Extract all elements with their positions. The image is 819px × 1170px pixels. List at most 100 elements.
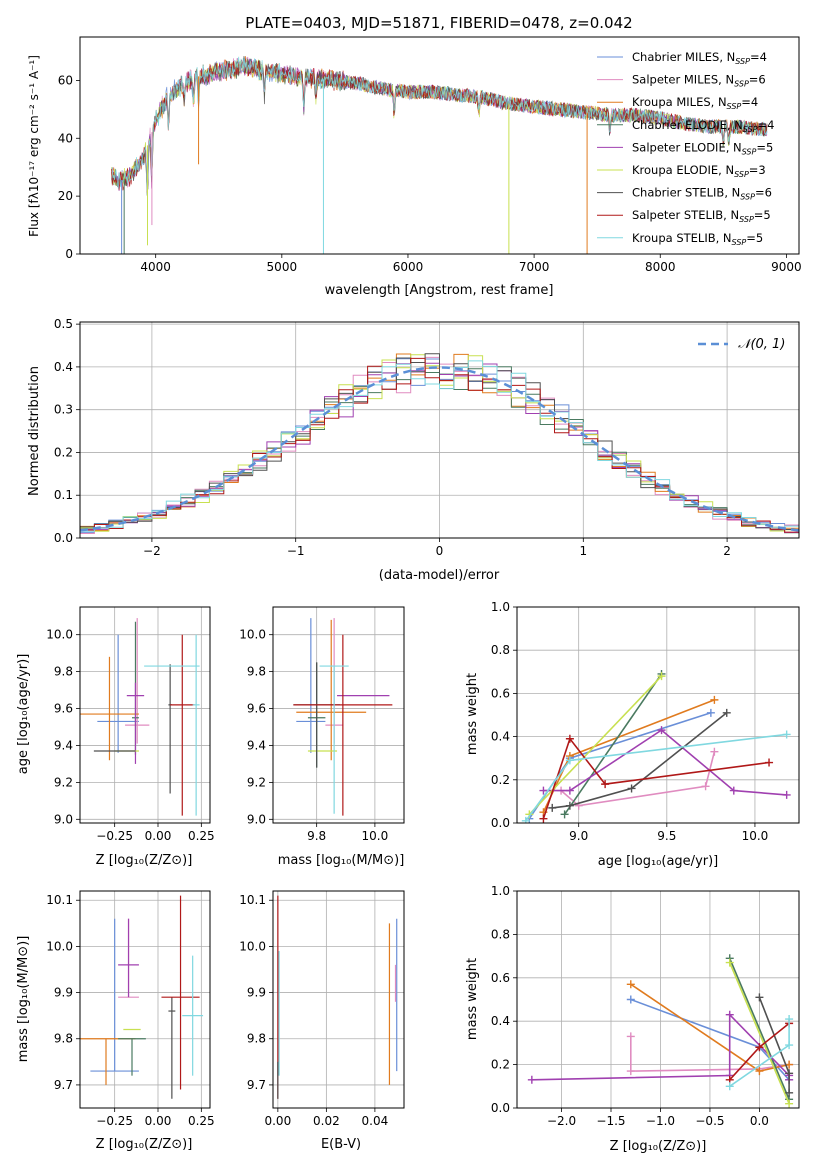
x-tick-label: 1 — [579, 544, 587, 558]
weight-vs-age-plot-area: 9.0 9.5 10.0 0.0 0.2 0.4 0.6 0.8 1.0 — [491, 600, 800, 843]
weight-series-line — [552, 712, 728, 809]
weight-vs-age-xlabel: age [log₁₀(age/yr)] — [598, 854, 719, 869]
y-tick-label: 9.8 — [247, 665, 266, 679]
axes-frame — [272, 606, 405, 824]
age-vs-mass-xlabel: mass [log₁₀(M/M⊙)] — [278, 853, 405, 868]
y-tick-label: 0.4 — [54, 360, 73, 374]
x-tick-label: 7000 — [519, 260, 550, 274]
mass-vs-Z-plot-area: −0.25 0.00 0.25 9.7 9.8 9.9 10.0 10.1 — [46, 890, 215, 1128]
y-tick-label: 0.4 — [491, 730, 510, 744]
weight-point-marker — [725, 1082, 734, 1091]
x-tick-label: 0.25 — [188, 829, 215, 843]
x-tick-label: 10.0 — [362, 829, 389, 843]
x-tick-label: 0.0 — [750, 1114, 769, 1128]
mass-vs-ebv-plot-area: 0.00 0.02 0.04 9.7 9.8 9.9 10.0 10.1 — [239, 890, 405, 1128]
legend-label: Chabrier MILES, NSSP=4 — [632, 50, 767, 66]
y-tick-label: 0.0 — [54, 531, 73, 545]
y-tick-label: 10.0 — [239, 628, 266, 642]
y-tick-label: 1.0 — [491, 600, 510, 614]
y-tick-label: 9.6 — [247, 702, 266, 716]
y-tick-label: 60 — [58, 73, 73, 87]
legend-label: Chabrier STELIB, NSSP=6 — [632, 186, 772, 202]
spectrum-plot-area: 4000 5000 6000 7000 8000 9000 0 20 40 60 Chabrier … — [58, 36, 802, 274]
legend-label: Salpeter ELODIE, NSSP=5 — [632, 140, 773, 156]
y-tick-label: 0.0 — [491, 1101, 510, 1115]
weight-point-marker — [565, 786, 574, 795]
weight-point-marker — [782, 790, 791, 799]
errorbars — [80, 895, 204, 1099]
y-tick-label: 0.8 — [491, 643, 510, 657]
y-tick-label: 9.0 — [54, 812, 73, 826]
weight-point-marker — [627, 784, 636, 793]
weight-point-marker — [755, 993, 764, 1002]
axes-frame — [79, 606, 211, 824]
x-tick-label: −2 — [143, 544, 161, 558]
age-vs-Z-panel: −0.25 0.00 0.25 9.0 9.2 9.4 9.6 9.8 10.0 Z [log₁… — [16, 606, 215, 868]
weight-point-marker — [729, 786, 738, 795]
weight-point-marker — [527, 1075, 536, 1084]
weight-point-marker — [765, 758, 774, 767]
y-tick-label: 9.2 — [247, 775, 266, 789]
errorbars — [80, 618, 200, 816]
weight-vs-Z-plot-area: −2.0 −1.5 −1.0 −0.5 0.0 0.0 0.2 0.4 0.6 0.8 1.0 — [491, 884, 800, 1128]
weight-point-marker — [785, 1015, 794, 1024]
x-tick-label: −1.5 — [596, 1114, 625, 1128]
x-tick-label: 4000 — [140, 260, 171, 274]
weight-vs-Z-ylabel: mass weight — [465, 958, 480, 1040]
residual-ylabel: Normed distribution — [27, 366, 42, 496]
age-vs-Z-ylabel: age [log₁₀(age/yr)] — [16, 654, 31, 775]
weight-series-line — [728, 962, 790, 1105]
y-tick-label: 9.7 — [54, 1078, 73, 1092]
y-tick-label: 9.9 — [54, 986, 73, 1000]
weight-point-marker — [785, 1041, 794, 1050]
y-tick-label: 1.0 — [491, 884, 510, 898]
y-tick-label: 0.2 — [54, 445, 73, 459]
weight-series-line — [528, 675, 663, 815]
y-tick-label: 0.2 — [491, 1058, 510, 1072]
x-tick-label: 5000 — [267, 260, 298, 274]
weight-point-marker — [626, 1067, 635, 1076]
axes-frame — [516, 890, 800, 1109]
age-vs-Z-plot-area: −0.25 0.00 0.25 9.0 9.2 9.4 9.6 9.8 10.0 — [46, 606, 215, 843]
y-tick-label: 9.8 — [54, 665, 73, 679]
y-tick-label: 9.7 — [247, 1078, 266, 1092]
spectrum-panel: PLATE=0403, MJD=51871, FIBERID=0478, z=0… — [27, 14, 802, 298]
weight-vs-age-panel: 9.0 9.5 10.0 0.0 0.2 0.4 0.6 0.8 1.0 age [log₁₀(… — [465, 600, 800, 869]
x-tick-label: −1.0 — [646, 1114, 675, 1128]
weight-point-marker — [725, 1010, 734, 1019]
legend-label: Chabrier ELODIE, NSSP=4 — [632, 118, 774, 134]
y-tick-label: 9.8 — [247, 1032, 266, 1046]
age-vs-mass-plot-area: 9.8 10.0 9.0 9.2 9.4 9.6 9.8 10.0 — [239, 606, 405, 843]
legend-label: Kroupa MILES, NSSP=4 — [632, 95, 758, 111]
age-vs-mass-panel: 9.8 10.0 9.0 9.2 9.4 9.6 9.8 10.0 mass [log₁₀(M… — [239, 606, 405, 868]
y-tick-label: 0.4 — [491, 1014, 510, 1028]
y-tick-label: 0.5 — [54, 317, 73, 331]
axes-frame — [79, 890, 211, 1109]
x-tick-label: 0 — [436, 544, 444, 558]
y-tick-label: 10.0 — [239, 939, 266, 953]
y-tick-label: 0.1 — [54, 488, 73, 502]
legend-label: Kroupa STELIB, NSSP=5 — [632, 231, 763, 247]
x-tick-label: 0.04 — [362, 1114, 389, 1128]
y-tick-label: 0.6 — [491, 686, 510, 700]
weight-point-marker — [755, 1067, 764, 1076]
y-tick-label: 0.2 — [491, 773, 510, 787]
x-tick-label: 10.0 — [742, 829, 769, 843]
weight-series-line — [528, 712, 712, 820]
weight-lines — [527, 954, 794, 1108]
legend-label: Salpeter STELIB, NSSP=5 — [632, 208, 771, 224]
mass-vs-ebv-panel: 0.00 0.02 0.04 9.7 9.8 9.9 10.0 10.1 E(B-V) — [239, 890, 405, 1152]
weight-point-marker — [785, 1069, 794, 1078]
x-tick-label: 0.00 — [145, 1114, 172, 1128]
weight-point-marker — [755, 1043, 764, 1052]
x-tick-label: 6000 — [393, 260, 424, 274]
errorbars — [293, 618, 393, 816]
weight-point-marker — [565, 734, 574, 743]
x-tick-label: −0.25 — [96, 829, 133, 843]
weight-vs-Z-panel: −2.0 −1.5 −1.0 −0.5 0.0 0.0 0.2 0.4 0.6 0.8 1.0 Z … — [465, 884, 800, 1154]
y-tick-label: 9.8 — [54, 1032, 73, 1046]
y-tick-label: 9.4 — [247, 738, 266, 752]
histogram-lines — [80, 353, 799, 536]
legend-label: 𝒩(0, 1) — [738, 337, 785, 352]
y-tick-label: 0.0 — [491, 816, 510, 830]
